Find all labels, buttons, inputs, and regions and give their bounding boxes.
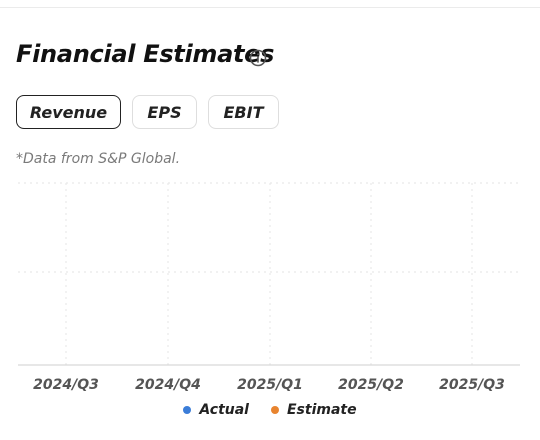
data-source-note: *Data from S&P Global. — [16, 151, 181, 167]
legend-dot-actual — [183, 406, 192, 414]
top-divider — [0, 7, 540, 8]
legend-item-estimate[interactable]: Estimate — [270, 402, 357, 418]
legend-label-actual: Actual — [199, 402, 249, 418]
tab-revenue[interactable]: Revenue — [16, 95, 121, 129]
legend-item-actual[interactable]: Actual — [183, 402, 249, 418]
tab-eps[interactable]: EPS — [132, 95, 197, 129]
x-tick-label: 2024/Q4 — [135, 377, 201, 393]
chart-legend: Actual Estimate — [0, 402, 540, 418]
page-title: Financial Estimates — [16, 40, 275, 68]
x-tick-label: 2025/Q1 — [237, 377, 303, 393]
legend-label-estimate: Estimate — [286, 402, 357, 418]
x-tick-label: 2024/Q3 — [33, 377, 99, 393]
revenue-chart: 2024/Q32024/Q42025/Q12025/Q22025/Q35.753… — [18, 182, 520, 393]
legend-dot-estimate — [270, 406, 279, 414]
tab-ebit[interactable]: EBIT — [208, 95, 279, 129]
info-icon[interactable] — [249, 49, 267, 67]
x-tick-label: 2025/Q2 — [338, 377, 404, 393]
x-tick-label: 2025/Q3 — [439, 377, 505, 393]
